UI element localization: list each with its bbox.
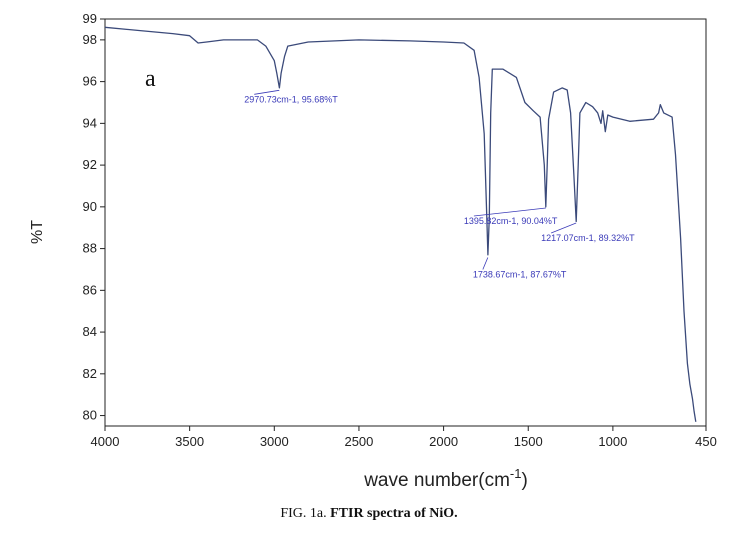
peak-annotation: 2970.73cm-1, 95.68%T bbox=[244, 94, 338, 104]
y-tick-label: 98 bbox=[83, 32, 97, 47]
x-axis-ticks: 4000 3500 3000 2500 2000 1500 1000 450 bbox=[91, 426, 717, 449]
x-tick-label: 1000 bbox=[598, 434, 627, 449]
y-tick-label: 80 bbox=[83, 408, 97, 423]
annotation-leader bbox=[550, 222, 577, 234]
figure-caption: FIG. 1a. FTIR spectra of NiO. bbox=[0, 506, 738, 522]
y-tick-label: 84 bbox=[83, 324, 97, 339]
annotation-leader bbox=[473, 207, 546, 217]
caption-bold: FTIR spectra of NiO. bbox=[330, 506, 458, 521]
ftir-chart: 99 98 96 94 92 90 88 86 84 82 80 4000 3500 3000 2500 2… bbox=[29, 11, 717, 491]
y-tick-label: 86 bbox=[83, 282, 97, 297]
y-axis-label: %T bbox=[29, 220, 46, 244]
y-axis-ticks: 99 98 96 94 92 90 88 86 84 82 80 bbox=[83, 11, 105, 423]
annotation-leader bbox=[254, 89, 280, 95]
y-tick-label: 88 bbox=[83, 241, 97, 256]
y-tick-label: 99 bbox=[83, 11, 97, 26]
y-tick-label: 94 bbox=[83, 115, 97, 130]
annotation-layer: 2970.73cm-1, 95.68%T 1738.67cm-1, 87.67%T… bbox=[244, 89, 635, 279]
x-tick-label: 2000 bbox=[429, 434, 458, 449]
peak-annotation: 1738.67cm-1, 87.67%T bbox=[473, 269, 567, 279]
x-axis-label-superscript: -1 bbox=[510, 466, 522, 481]
peak-annotation: 1217.07cm-1, 89.32%T bbox=[541, 233, 635, 243]
series-layer bbox=[104, 26, 697, 422]
y-tick-label: 82 bbox=[83, 366, 97, 381]
x-axis-label: wave number(cm-1) bbox=[363, 466, 528, 491]
panel-label: a bbox=[145, 66, 156, 92]
y-tick-label: 92 bbox=[83, 157, 97, 172]
y-tick-label: 90 bbox=[83, 199, 97, 214]
y-tick-label: 96 bbox=[83, 74, 97, 89]
caption-prefix: FIG. 1a. bbox=[280, 506, 327, 521]
x-tick-label: 3500 bbox=[175, 434, 204, 449]
plot-frame bbox=[104, 18, 707, 427]
x-axis-label-suffix: ) bbox=[521, 470, 527, 491]
x-tick-label: 450 bbox=[695, 434, 717, 449]
x-tick-label: 4000 bbox=[91, 434, 120, 449]
spectrum-line bbox=[104, 26, 697, 422]
peak-annotation: 1395.82cm-1, 90.04%T bbox=[464, 216, 558, 226]
x-tick-label: 1500 bbox=[514, 434, 543, 449]
x-axis-label-main: wave number(cm bbox=[363, 470, 510, 491]
x-tick-label: 2500 bbox=[344, 434, 373, 449]
annotation-leader bbox=[482, 257, 489, 270]
x-tick-label: 3000 bbox=[260, 434, 289, 449]
